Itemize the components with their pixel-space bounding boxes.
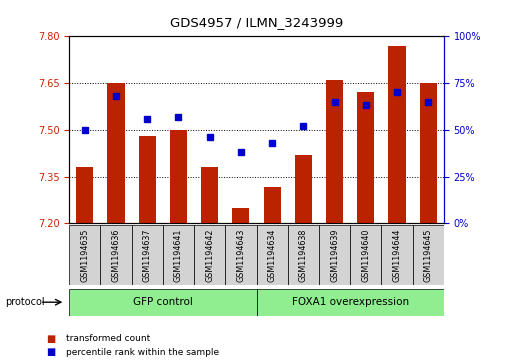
Bar	[69, 289, 256, 316]
Bar	[264, 187, 281, 223]
Bar	[256, 225, 288, 285]
Text: GSM1194643: GSM1194643	[236, 228, 245, 282]
Text: FOXA1 overexpression: FOXA1 overexpression	[291, 297, 409, 307]
Bar	[139, 136, 156, 223]
Bar	[163, 225, 194, 285]
Text: GFP control: GFP control	[133, 297, 193, 307]
Text: GSM1194634: GSM1194634	[268, 228, 277, 282]
Text: GSM1194637: GSM1194637	[143, 228, 152, 282]
Bar	[420, 83, 437, 223]
Text: GSM1194640: GSM1194640	[361, 228, 370, 282]
Text: GSM1194638: GSM1194638	[299, 228, 308, 282]
Bar	[350, 225, 381, 285]
Text: protocol: protocol	[5, 297, 45, 307]
Text: GSM1194635: GSM1194635	[81, 228, 89, 282]
Text: GDS4957 / ILMN_3243999: GDS4957 / ILMN_3243999	[170, 16, 343, 29]
Bar	[170, 130, 187, 223]
Bar	[319, 225, 350, 285]
Text: GSM1194639: GSM1194639	[330, 228, 339, 282]
Bar	[108, 83, 125, 223]
Bar	[256, 289, 444, 316]
Bar	[295, 155, 312, 223]
Bar	[225, 225, 256, 285]
Bar	[201, 167, 218, 223]
Bar	[381, 225, 412, 285]
Bar	[76, 167, 93, 223]
Text: transformed count: transformed count	[66, 334, 150, 343]
Bar	[412, 225, 444, 285]
Text: percentile rank within the sample: percentile rank within the sample	[66, 348, 219, 356]
Bar	[101, 225, 132, 285]
Bar	[232, 208, 249, 223]
Text: ■: ■	[46, 334, 55, 344]
Bar	[194, 225, 225, 285]
Bar	[357, 92, 374, 223]
Bar	[288, 225, 319, 285]
Bar	[326, 80, 343, 223]
Bar	[132, 225, 163, 285]
Text: GSM1194644: GSM1194644	[392, 228, 402, 282]
Bar	[69, 225, 101, 285]
Text: GSM1194636: GSM1194636	[111, 228, 121, 282]
Text: GSM1194641: GSM1194641	[174, 228, 183, 282]
Text: GSM1194645: GSM1194645	[424, 228, 432, 282]
Bar	[388, 46, 405, 223]
Text: ■: ■	[46, 347, 55, 357]
Text: GSM1194642: GSM1194642	[205, 228, 214, 282]
